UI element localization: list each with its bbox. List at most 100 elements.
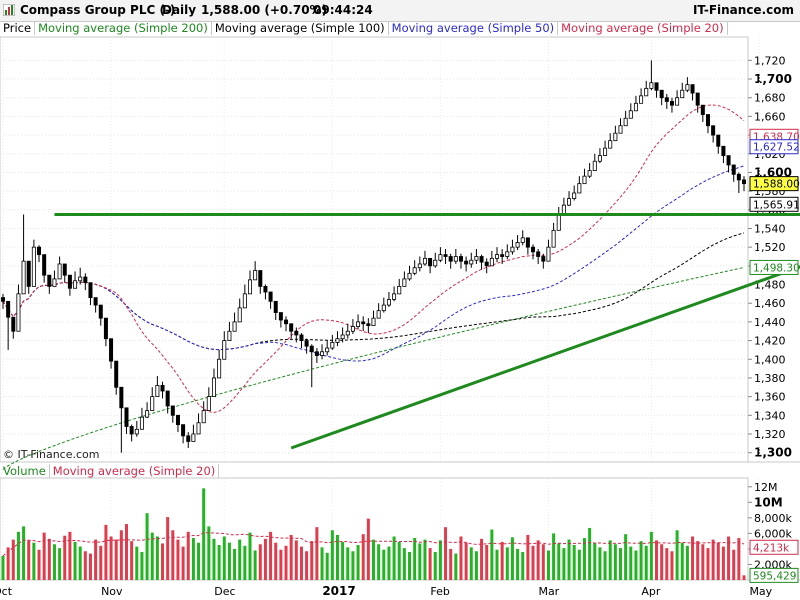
volume-badge-label: 4,213k bbox=[753, 542, 790, 554]
volume-bar bbox=[274, 542, 278, 580]
volume-bar bbox=[372, 539, 375, 580]
candle-body bbox=[242, 293, 247, 309]
volume-bar bbox=[454, 553, 458, 580]
volume-bar bbox=[161, 543, 165, 580]
candle-body bbox=[186, 435, 191, 442]
candle-body bbox=[67, 274, 72, 289]
volume-badge bbox=[749, 567, 799, 583]
volume-bar bbox=[727, 536, 731, 580]
y-tick-label: 1,340 bbox=[754, 409, 786, 422]
volume-bar bbox=[444, 527, 448, 580]
candle-body bbox=[366, 323, 371, 327]
candle-body bbox=[587, 170, 592, 177]
volume-bar bbox=[485, 545, 489, 580]
volume-bar bbox=[588, 527, 592, 580]
volume-bar bbox=[552, 533, 556, 580]
candle-body bbox=[572, 192, 577, 199]
y-tick-label: 1,420 bbox=[754, 335, 786, 348]
volume-bar bbox=[114, 539, 118, 580]
volume-bar bbox=[510, 537, 514, 580]
volume-bar bbox=[711, 539, 715, 580]
legend-item-4[interactable]: Moving average (Simple 20) bbox=[558, 21, 728, 35]
volume-bar bbox=[557, 543, 561, 580]
volume-bar bbox=[402, 548, 406, 580]
candle-body bbox=[175, 414, 180, 426]
volume-bar bbox=[248, 532, 252, 580]
candle-body bbox=[469, 259, 474, 265]
price-badge-label: 1,565.91 bbox=[753, 199, 800, 211]
volume-bar bbox=[531, 545, 535, 580]
volume-bar bbox=[279, 549, 283, 580]
volume-bar bbox=[624, 534, 628, 580]
volume-badge bbox=[749, 539, 799, 555]
volume-bar bbox=[649, 531, 653, 580]
candle-body bbox=[345, 330, 350, 336]
volume-bar bbox=[495, 549, 499, 580]
volume-bar bbox=[619, 548, 622, 580]
volume-bar bbox=[73, 541, 77, 580]
volume-legend-item-1[interactable]: Moving average (Simple 20) bbox=[50, 464, 220, 478]
candle-body bbox=[567, 198, 572, 206]
volume-bar bbox=[464, 542, 468, 580]
y-tick-label: 1,720 bbox=[754, 54, 786, 67]
volume-legend: Volume Moving average (Simple 20) bbox=[0, 464, 220, 478]
volume-bar bbox=[135, 546, 139, 580]
candle-body bbox=[114, 360, 119, 388]
volume-bar bbox=[47, 538, 51, 580]
candle-body bbox=[376, 310, 381, 319]
volume-bar bbox=[490, 529, 494, 580]
volume-bar bbox=[315, 527, 319, 580]
volume-bar bbox=[176, 539, 180, 580]
volume-legend-item-0[interactable]: Volume bbox=[0, 464, 50, 478]
candle-body bbox=[222, 340, 227, 360]
volume-bar bbox=[598, 547, 602, 580]
volume-bar bbox=[351, 551, 355, 580]
candle-body bbox=[170, 405, 175, 416]
candle-body bbox=[386, 299, 391, 306]
candle-body bbox=[742, 179, 747, 185]
legend-item-0[interactable]: Price bbox=[0, 21, 36, 35]
volume-bar bbox=[191, 538, 195, 580]
candle-body bbox=[392, 293, 397, 300]
period-label: Daily bbox=[162, 3, 197, 17]
y-tick-label: 1,600 bbox=[754, 165, 792, 179]
candle-body bbox=[31, 246, 36, 287]
candle-body bbox=[155, 385, 160, 398]
candle-body bbox=[181, 424, 186, 437]
candle-body bbox=[675, 97, 680, 106]
candle-body bbox=[711, 125, 716, 136]
candle-body bbox=[422, 257, 427, 265]
candle-body bbox=[731, 164, 736, 175]
legend-item-2[interactable]: Moving average (Simple 100) bbox=[212, 21, 389, 35]
candle-body bbox=[551, 229, 556, 248]
volume-bar bbox=[346, 547, 350, 580]
volume-bar bbox=[217, 545, 221, 580]
candle-body bbox=[479, 256, 484, 263]
candle-body bbox=[284, 319, 289, 325]
y-tick-label: 1,460 bbox=[754, 297, 786, 310]
candle-body bbox=[191, 433, 196, 442]
candle-body bbox=[685, 84, 690, 91]
volume-bar bbox=[660, 544, 664, 580]
volume-bar bbox=[294, 540, 298, 580]
price-badge bbox=[749, 259, 799, 275]
candle-body bbox=[397, 285, 402, 295]
volume-bar bbox=[335, 534, 339, 580]
legend-item-1[interactable]: Moving average (Simple 200) bbox=[35, 21, 212, 35]
candle-body bbox=[103, 317, 108, 340]
volume-bar bbox=[613, 544, 617, 580]
volume-bar bbox=[11, 539, 15, 580]
volume-bar bbox=[639, 541, 643, 580]
candle-body bbox=[78, 276, 83, 282]
volume-bar bbox=[207, 526, 211, 580]
candle-body bbox=[520, 237, 525, 243]
candle-body bbox=[623, 117, 628, 127]
candle-body bbox=[536, 251, 541, 257]
candle-body bbox=[247, 279, 252, 295]
volume-bar bbox=[289, 534, 293, 580]
logo-icon bbox=[3, 4, 15, 16]
candle-body bbox=[57, 263, 62, 280]
legend-item-3[interactable]: Moving average (Simple 50) bbox=[389, 21, 559, 35]
candle-body bbox=[603, 147, 608, 157]
